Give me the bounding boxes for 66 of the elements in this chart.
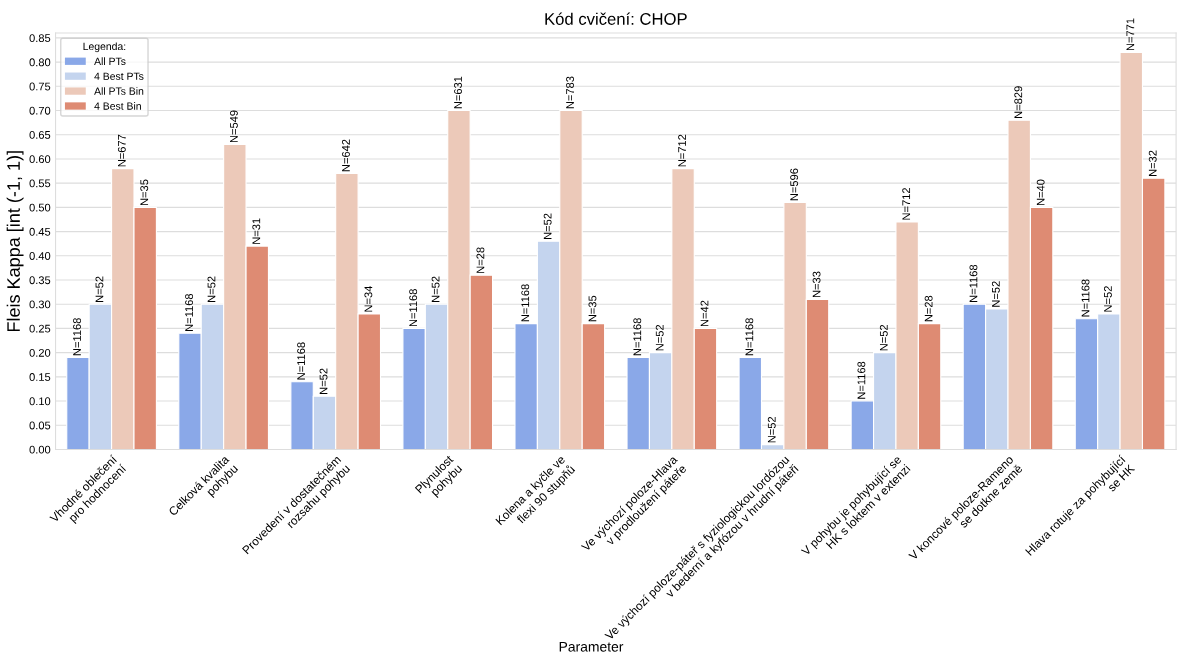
legend-label: 4 Best Bin <box>94 102 141 110</box>
annotation: N=1168 <box>409 289 418 327</box>
annotation: N=631 <box>454 76 462 109</box>
annotation: N=35 <box>588 295 597 322</box>
y-tick-label: 0.35 <box>29 276 51 285</box>
y-tick-label: 0.75 <box>29 82 51 91</box>
annotation: N=32 <box>1148 150 1157 177</box>
annotation: N=28 <box>924 295 933 322</box>
x-axis-title: Parameter <box>559 641 624 652</box>
annotation: N=712 <box>678 134 686 167</box>
annotation: N=1168 <box>73 318 81 356</box>
annotation: N=52 <box>319 368 328 394</box>
annotation: N=33 <box>812 271 821 298</box>
y-tick-label: 0.70 <box>29 106 51 115</box>
chart-title: Kód cvičení: CHOP <box>545 12 687 25</box>
annotation: N=771 <box>1126 18 1135 51</box>
annotation: N=1168 <box>745 318 754 356</box>
annotation: N=677 <box>117 134 126 167</box>
annotation: N=52 <box>879 324 888 351</box>
annotation: N=52 <box>543 213 552 239</box>
y-tick-label: 0.05 <box>29 421 51 430</box>
annotation: N=52 <box>655 324 664 351</box>
annotation: N=642 <box>342 139 350 172</box>
y-tick-label: 0.80 <box>29 58 51 67</box>
annotation: N=52 <box>1103 286 1112 312</box>
annotation: N=549 <box>229 110 238 143</box>
legend-title: Legenda: <box>83 42 126 53</box>
annotation: N=1168 <box>969 264 978 302</box>
y-tick-label: 0.65 <box>29 131 51 139</box>
annotation: N=52 <box>431 276 440 302</box>
annotation: N=35 <box>140 179 149 206</box>
annotation: N=1168 <box>185 293 193 331</box>
annotation: N=1168 <box>857 361 866 399</box>
y-tick-label: 0.60 <box>29 155 51 164</box>
annotation: N=52 <box>95 276 104 302</box>
y-tick-label: 0.55 <box>29 179 51 188</box>
annotation: N=783 <box>566 76 574 109</box>
y-tick-label: 0.50 <box>29 203 51 212</box>
annotation: N=52 <box>767 416 776 443</box>
annotation: N=712 <box>902 188 911 220</box>
legend-label: All PTs <box>94 57 126 65</box>
y-tick-label: 0.45 <box>29 227 51 236</box>
annotation: N=42 <box>700 300 709 327</box>
annotation: N=52 <box>207 276 216 302</box>
y-tick-label: 0.40 <box>29 252 51 260</box>
annotation: N=1168 <box>1081 279 1090 317</box>
annotation: N=31 <box>252 218 261 244</box>
y-tick-label: 0.25 <box>29 324 51 333</box>
legend-label: All PTs Bin <box>94 87 144 95</box>
y-tick-label: 0.20 <box>29 348 51 357</box>
annotation: N=1168 <box>297 342 306 380</box>
y-tick-label: 0.85 <box>29 34 51 43</box>
annotation: N=52 <box>991 281 1000 307</box>
y-tick-label: 0.00 <box>29 445 51 454</box>
annotation: N=28 <box>476 247 485 273</box>
annotation: N=829 <box>1014 86 1023 118</box>
legend-label: 4 Best PTs <box>94 72 144 80</box>
annotation: N=34 <box>364 285 373 312</box>
annotation: N=1168 <box>521 284 530 322</box>
annotation: N=40 <box>1036 179 1045 206</box>
annotation: N=596 <box>790 168 799 201</box>
y-axis-title: Fleis Kappa [int (-1, 1)] <box>6 151 24 332</box>
y-tick-label: 0.10 <box>29 397 51 406</box>
annotation: N=1168 <box>633 318 642 356</box>
y-tick-label: 0.15 <box>29 373 51 381</box>
y-tick-label: 0.30 <box>29 300 51 309</box>
